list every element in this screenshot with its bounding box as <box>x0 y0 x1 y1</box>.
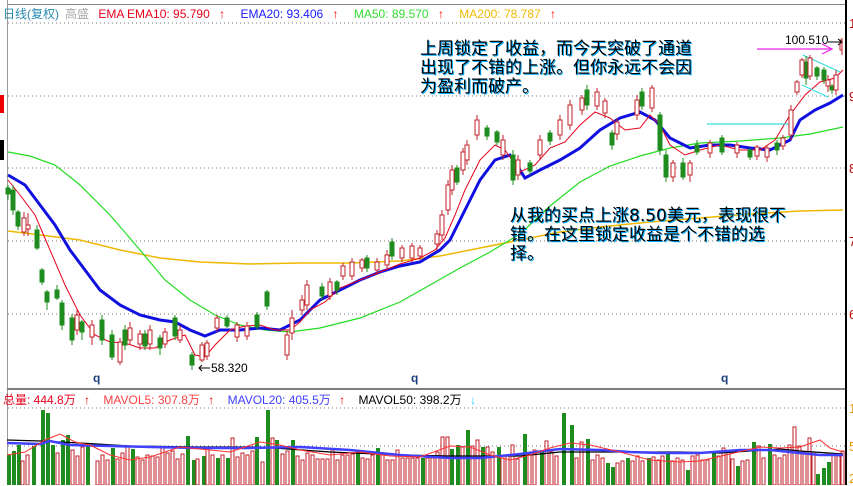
left-marker <box>0 140 4 160</box>
volume-bars <box>7 410 845 485</box>
x-axis-marker: q <box>721 371 729 385</box>
mavol5-line <box>6 433 844 463</box>
axis-label: 6 <box>849 307 853 322</box>
left-marker <box>0 95 4 113</box>
period-label[interactable]: 日线(复权) <box>3 7 59 21</box>
ema10-value: EMA EMA10: 95.790 ↑ <box>98 7 226 21</box>
low-price-label: 58.320 <box>211 361 248 375</box>
magenta-arrow <box>757 43 834 55</box>
ma50-line <box>7 126 844 333</box>
total-volume: 总量: 444.8万 ↑ <box>3 393 91 407</box>
right-price-axis[interactable]: 1 9 8 7 6 1 5 2 <box>845 0 853 485</box>
axis-label: 9 <box>849 89 853 104</box>
arrow-up-icon: ↑ <box>219 7 226 21</box>
candlesticks <box>5 38 843 370</box>
high-price-label: 100.510 <box>785 33 829 47</box>
axis-label: 1 <box>849 401 853 416</box>
axis-label: 8 <box>849 161 853 176</box>
axis-label: 1 <box>849 16 853 31</box>
axis-label: 7 <box>849 234 853 249</box>
arrow-up-icon: ↑ <box>550 7 557 21</box>
mavol20-value: MAVOL20: 405.5万 ↑ <box>227 393 346 407</box>
mavol50-value: MAVOL50: 398.2万 ↓ <box>358 393 476 407</box>
axis-label: 5 <box>849 439 853 454</box>
indicator-legend: 日线(复权) 高盛 EMA EMA10: 95.790 ↑ EMA20: 93.4… <box>3 5 568 22</box>
channel-lines <box>707 54 841 125</box>
volume-legend: 总量: 444.8万 ↑ MAVOL5: 307.8万 ↑ MAVOL20: 4… <box>3 391 486 408</box>
mavol5-value: MAVOL5: 307.8万 ↑ <box>103 393 215 407</box>
x-axis-marker: q <box>411 371 419 385</box>
x-axis-marker: q <box>93 371 101 385</box>
stock-name: 高盛 <box>65 7 90 21</box>
left-scroll-strip[interactable] <box>0 0 8 485</box>
ma50-value: MA50: 89.570 ↑ <box>353 7 444 21</box>
ema20-value: EMA20: 93.406 ↑ <box>240 7 339 21</box>
annotation-breakout-note: 上周锁定了收益，而今天突破了通道 出现了不错的上涨。但你永远不会因 为盈利而破产… <box>420 39 692 97</box>
ma200-value: MA200: 78.787 ↑ <box>459 7 557 21</box>
arrow-up-icon: ↑ <box>332 7 339 21</box>
arrow-up-icon: ↑ <box>208 393 215 407</box>
high-pointer <box>828 38 843 46</box>
top-ruler <box>7 0 845 5</box>
annotation-profit-note: 从我的买点上涨8.50美元，表现很不 错。在这里锁定收益是个不错的选 择。 <box>510 206 786 264</box>
arrow-up-icon: ↑ <box>339 393 346 407</box>
low-pointer <box>198 364 210 372</box>
arrow-up-icon: ↑ <box>437 7 444 21</box>
arrow-down-icon: ↓ <box>469 393 476 407</box>
arrow-up-icon: ↑ <box>84 393 91 407</box>
panel-divider[interactable] <box>7 388 845 390</box>
axis-label: 2 <box>849 471 853 486</box>
